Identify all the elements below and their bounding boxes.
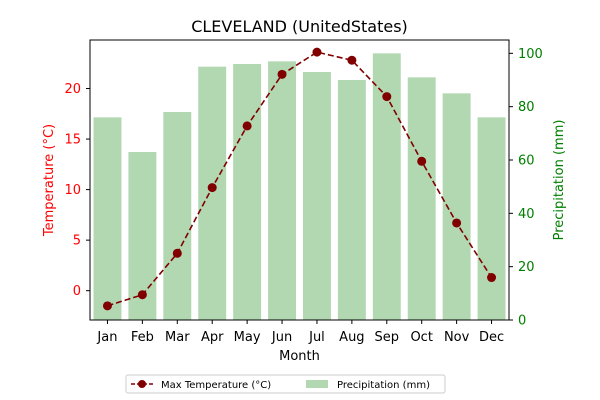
y-left-tick-label-15: 15: [64, 133, 81, 148]
precipitation-bar-aug: [337, 80, 366, 320]
precipitation-bar-jun: [268, 61, 297, 320]
x-tick-label-jun: Jun: [271, 330, 292, 345]
temperature-point-oct: [417, 156, 427, 166]
temperature-point-dec: [487, 273, 497, 283]
x-tick-label-sep: Sep: [375, 330, 400, 345]
precipitation-bar-dec: [477, 117, 506, 320]
plot-frame: [89, 39, 510, 321]
x-axis-label: Month: [279, 349, 320, 364]
precipitation-bar-jan: [93, 117, 122, 320]
x-tick-label-feb: Feb: [131, 330, 154, 345]
temperature-point-sep: [382, 92, 392, 102]
x-tick-label-mar: Mar: [165, 330, 190, 345]
chart-title: CLEVELAND (UnitedStates): [191, 17, 408, 36]
precipitation-bar-mar: [163, 112, 192, 320]
y-left-tick-label-20: 20: [64, 82, 81, 97]
temperature-point-jul: [312, 47, 322, 57]
y-axis-right-label: Precipitation (mm): [552, 120, 567, 241]
x-tick-label-aug: Aug: [339, 330, 364, 345]
precipitation-bar-jul: [302, 72, 331, 320]
y-right-tick-label-60: 60: [518, 154, 535, 169]
x-tick-label-nov: Nov: [444, 330, 470, 345]
temperature-point-aug: [347, 55, 357, 65]
y-axis-right: 0 20 40 60 80 100: [509, 47, 543, 329]
legend-marker-swatch: [138, 380, 146, 388]
temperature-point-apr: [207, 183, 217, 193]
precipitation-bar-apr: [198, 66, 227, 321]
x-tick-label-jul: Jul: [308, 330, 325, 345]
x-tick-label-jan: Jan: [96, 330, 117, 345]
x-tick-label-may: May: [234, 330, 261, 345]
temperature-point-feb: [137, 290, 147, 300]
temperature-point-jan: [102, 301, 112, 311]
temperature-point-mar: [172, 248, 182, 258]
x-axis: Jan Feb Mar Apr May Jun Jul Aug Sep Oct Nov Dec: [96, 320, 504, 345]
legend-label-precipitation: Precipitation (mm): [337, 380, 430, 391]
y-right-tick-label-20: 20: [518, 260, 535, 275]
temperature-points: [102, 47, 497, 311]
precipitation-bar-may: [233, 64, 262, 320]
legend: Max Temperature (°C) Precipitation (mm): [125, 374, 446, 394]
temperature-point-nov: [452, 218, 462, 228]
y-right-tick-label-40: 40: [518, 207, 535, 222]
legend-bar-swatch: [306, 380, 328, 388]
precipitation-bar-oct: [407, 77, 436, 320]
temperature-point-jun: [277, 69, 287, 79]
y-right-tick-label-0: 0: [518, 314, 526, 329]
y-right-tick-label-80: 80: [518, 100, 535, 115]
x-tick-label-apr: Apr: [201, 330, 224, 345]
legend-box: [125, 374, 446, 394]
y-left-tick-label-10: 10: [64, 183, 81, 198]
x-tick-label-oct: Oct: [410, 330, 432, 345]
y-right-tick-label-100: 100: [518, 47, 543, 62]
precipitation-bars: [93, 53, 506, 321]
y-axis-left: 0 5 10 15 20: [64, 82, 90, 299]
y-left-tick-label-0: 0: [73, 284, 81, 299]
legend-label-temperature: Max Temperature (°C): [161, 380, 271, 391]
temperature-point-may: [242, 121, 252, 131]
temperature-line: [107, 51, 493, 307]
y-axis-left-label: Temperature (°C): [42, 124, 57, 237]
temperature-line-path: [107, 51, 493, 307]
x-tick-label-dec: Dec: [479, 330, 504, 345]
y-left-tick-label-5: 5: [73, 234, 81, 249]
